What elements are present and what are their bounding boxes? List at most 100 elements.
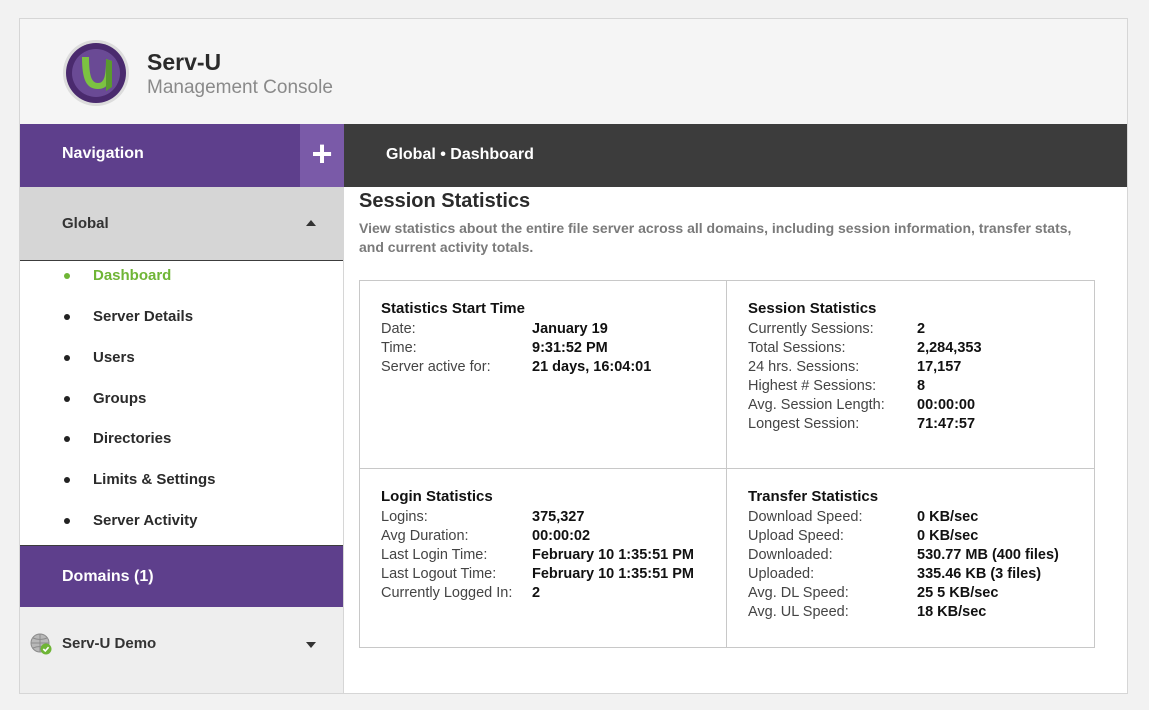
bullet-icon (64, 273, 70, 279)
stat-label: Uploaded: (748, 566, 815, 582)
domains-label: Domains (1) (62, 568, 154, 585)
grid-divider-horizontal (360, 468, 1094, 469)
sidebar-item-limits-settings[interactable]: Limits & Settings (20, 465, 343, 503)
sidebar-item-dashboard[interactable]: Dashboard (20, 261, 343, 299)
stat-row: Last Logout Time: February 10 1:35:51 PM (381, 566, 721, 585)
stat-value: February 10 1:35:51 PM (532, 547, 694, 563)
stat-value: 18 KB/sec (917, 604, 987, 620)
add-button[interactable]: + (300, 124, 344, 187)
stats-grid: Statistics Start Time Date: January 19 Ti… (359, 280, 1095, 648)
serv-u-logo-icon (63, 40, 129, 106)
stat-value: 71:47:57 (917, 416, 976, 432)
sidebar-item-server-activity[interactable]: Server Activity (20, 506, 343, 544)
login-statistics-panel: Login Statistics Logins: 375,327 Avg Dura… (381, 488, 721, 604)
panel-title: Session Statistics (748, 300, 877, 317)
stat-value: January 19 (532, 321, 608, 337)
sidebar-item-label: Users (93, 349, 135, 366)
stat-row: Longest Session: 71:47:57 (748, 416, 1088, 435)
stat-label: Currently Logged In: (381, 585, 513, 601)
stat-row: Currently Logged In: 2 (381, 585, 721, 604)
stat-value: 17,157 (917, 359, 962, 375)
bullet-icon (64, 477, 70, 483)
stat-value: 2 (532, 585, 541, 601)
stat-value: 375,327 (532, 509, 585, 525)
plus-icon: + (311, 133, 333, 174)
sidebar-item-label: Limits & Settings (93, 471, 216, 488)
stat-label: Downloaded: (748, 547, 833, 563)
stat-label: Avg. Session Length: (748, 397, 885, 413)
statistics-start-time-panel: Statistics Start Time Date: January 19 Ti… (381, 300, 721, 378)
stat-label: Avg. UL Speed: (748, 604, 849, 620)
stat-row: Upload Speed: 0 KB/sec (748, 528, 1088, 547)
domains-section-header[interactable]: Domains (1) (20, 545, 343, 607)
stat-label: Currently Sessions: (748, 321, 874, 337)
stat-label: Avg Duration: (381, 528, 469, 544)
caret-up-icon[interactable] (306, 220, 316, 226)
stat-label: Longest Session: (748, 416, 860, 432)
stat-value: 25 5 KB/sec (917, 585, 999, 601)
sidebar-item-label: Server Activity (93, 512, 198, 529)
stat-row: Date: January 19 (381, 321, 721, 340)
sidebar-item-users[interactable]: Users (20, 343, 343, 381)
stat-label: Upload Speed: (748, 528, 844, 544)
stat-value: 8 (917, 378, 926, 394)
stat-row: Uploaded: 335.46 KB (3 files) (748, 566, 1088, 585)
sidebar: Global Dashboard Server Details Users Gr… (20, 187, 344, 693)
stat-label: Last Login Time: (381, 547, 488, 563)
panel-title: Login Statistics (381, 488, 493, 505)
stat-row: Total Sessions: 2,284,353 (748, 340, 1088, 359)
stat-row: Avg. DL Speed: 25 5 KB/sec (748, 585, 1088, 604)
stat-row: Time: 9:31:52 PM (381, 340, 721, 359)
bullet-icon (64, 436, 70, 442)
stat-value: 00:00:00 (917, 397, 976, 413)
sidebar-item-label: Groups (93, 390, 147, 407)
stat-row: Server active for: 21 days, 16:04:01 (381, 359, 721, 378)
bullet-icon (64, 314, 70, 320)
stat-value: 21 days, 16:04:01 (532, 359, 652, 375)
global-section-header[interactable]: Global (20, 187, 343, 261)
page-description: View statistics about the entire file se… (359, 220, 1072, 255)
sidebar-item-label: Directories (93, 430, 172, 447)
globe-check-icon (30, 633, 52, 655)
stat-value: 0 KB/sec (917, 509, 979, 525)
stat-row: Avg. UL Speed: 18 KB/sec (748, 604, 1088, 623)
panel-title: Transfer Statistics (748, 488, 879, 505)
main-content: Session Statistics View statistics about… (359, 190, 1099, 257)
stat-row: Downloaded: 530.77 MB (400 files) (748, 547, 1088, 566)
stat-value: 2,284,353 (917, 340, 982, 356)
stat-row: 24 hrs. Sessions: 17,157 (748, 359, 1088, 378)
stat-label: Last Logout Time: (381, 566, 497, 582)
stat-value: 2 (917, 321, 926, 337)
stat-row: Avg Duration: 00:00:02 (381, 528, 721, 547)
stat-value: 0 KB/sec (917, 528, 979, 544)
stat-row: Currently Sessions: 2 (748, 321, 1088, 340)
sidebar-item-label: Server Details (93, 308, 194, 325)
sidebar-item-groups[interactable]: Groups (20, 384, 343, 422)
transfer-statistics-panel: Transfer Statistics Download Speed: 0 KB/… (748, 488, 1088, 623)
breadcrumb-bar: Global • Dashboard (344, 124, 1127, 187)
stat-row: Download Speed: 0 KB/sec (748, 509, 1088, 528)
bullet-icon (64, 355, 70, 361)
stat-value: 530.77 MB (400 files) (917, 547, 1059, 563)
stat-label: Server active for: (381, 359, 491, 375)
stat-value: 00:00:02 (532, 528, 591, 544)
global-section-label: Global (62, 215, 109, 232)
sidebar-item-server-details[interactable]: Server Details (20, 302, 343, 340)
domain-item-label: Serv-U Demo (62, 635, 157, 652)
app-subtitle: Management Console (147, 77, 333, 98)
domain-item-serv-u-demo[interactable]: Serv-U Demo (20, 607, 343, 693)
bullet-icon (64, 396, 70, 402)
panel-title: Statistics Start Time (381, 300, 525, 317)
grid-divider-vertical (726, 281, 727, 647)
sidebar-item-label: Dashboard (93, 267, 172, 284)
navigation-title: Navigation (62, 145, 144, 162)
caret-down-icon[interactable] (306, 642, 316, 648)
stat-row: Highest # Sessions: 8 (748, 378, 1088, 397)
stat-label: Time: (381, 340, 417, 356)
stat-row: Avg. Session Length: 00:00:00 (748, 397, 1088, 416)
session-statistics-panel: Session Statistics Currently Sessions: 2 … (748, 300, 1088, 435)
stat-label: Date: (381, 321, 416, 337)
sidebar-item-directories[interactable]: Directories (20, 424, 343, 462)
stat-row: Logins: 375,327 (381, 509, 721, 528)
stat-label: Download Speed: (748, 509, 863, 525)
